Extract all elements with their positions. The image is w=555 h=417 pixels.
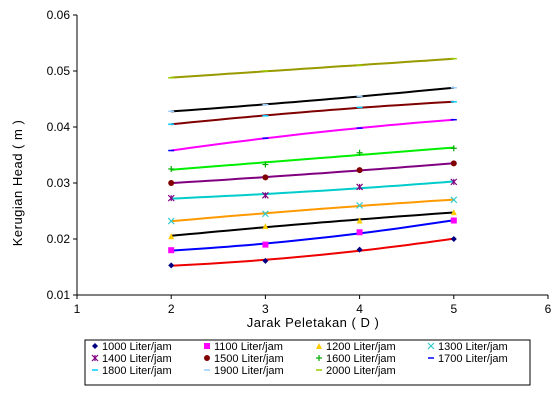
y-tick-label: 0.03 <box>47 176 71 190</box>
x-tick-label: 2 <box>168 302 175 316</box>
data-point <box>168 180 175 186</box>
legend-label: 1900 Liter/jam <box>214 365 284 377</box>
trendline <box>171 100 454 126</box>
data-point <box>450 209 457 216</box>
data-point <box>167 217 175 225</box>
y-tick-label: 0.02 <box>47 232 71 246</box>
plot-area <box>76 15 548 296</box>
data-point <box>262 174 269 181</box>
data-point <box>168 262 175 269</box>
y-tick-label: 0.01 <box>47 288 71 302</box>
data-point <box>168 247 175 254</box>
data-points <box>167 57 458 269</box>
legend-marker <box>204 343 210 349</box>
legend: 1000 Liter/jam 1100 Liter/jam 1200 Liter/j… <box>84 339 531 386</box>
y-axis: 0.01 0.02 0.03 0.04 0.05 0.06 <box>47 8 77 302</box>
legend-label: 1200 Liter/jam <box>326 341 396 353</box>
data-point <box>168 233 175 240</box>
trendline <box>171 146 454 171</box>
data-point <box>262 241 269 248</box>
trendline <box>171 118 454 152</box>
data-point <box>356 167 363 174</box>
legend-box <box>84 339 531 386</box>
legend-label: 2000 Liter/jam <box>326 365 396 377</box>
data-point <box>450 236 457 242</box>
data-point <box>167 194 175 202</box>
data-point <box>450 196 458 204</box>
x-tick-label: 1 <box>74 302 81 316</box>
legend-label: 1500 Liter/jam <box>214 353 284 365</box>
legend-marker <box>316 343 322 349</box>
legend-marker <box>204 355 210 361</box>
trendlines <box>171 57 454 267</box>
data-point <box>262 257 269 264</box>
y-tick-label: 0.05 <box>47 64 71 78</box>
x-axis-title: Jarak Peletakan ( D ) <box>247 315 380 330</box>
legend-label: 1100 Liter/jam <box>214 341 283 353</box>
data-point <box>262 223 269 230</box>
x-tick-label: 3 <box>262 302 269 316</box>
data-point <box>356 149 363 156</box>
legend-marker <box>91 354 99 362</box>
data-point <box>450 217 457 224</box>
legend-label: 1400 Liter/jam <box>102 353 172 365</box>
data-point <box>261 191 269 199</box>
trendline <box>171 162 454 185</box>
trendline <box>171 219 454 252</box>
data-point <box>356 229 363 236</box>
y-axis-title: Kerugian Head ( m ) <box>10 120 25 247</box>
x-tick-label: 5 <box>450 302 457 316</box>
legend-label: 1700 Liter/jam <box>438 353 508 365</box>
legend-marker <box>427 342 435 350</box>
legend-label: 1800 Liter/jam <box>102 365 172 377</box>
data-point <box>356 201 364 209</box>
legend-label: 1300 Liter/jam <box>438 341 508 353</box>
trendline <box>171 237 454 267</box>
legend-label: 1000 Liter/jam <box>102 341 172 353</box>
x-axis: 1 2 3 4 5 6 <box>74 295 552 316</box>
x-tick-label: 4 <box>356 302 363 316</box>
data-point <box>450 145 457 152</box>
legend-label: 1600 Liter/jam <box>326 353 396 365</box>
trendline <box>171 86 454 113</box>
trendline <box>171 211 454 237</box>
legend-marker <box>92 343 98 349</box>
trendline <box>171 180 454 200</box>
data-point <box>356 183 364 191</box>
legend-marker <box>316 355 322 361</box>
y-tick-label: 0.06 <box>47 8 71 22</box>
trendline <box>171 57 454 79</box>
data-point <box>261 210 269 218</box>
x-tick-label: 6 <box>545 302 552 316</box>
data-point <box>356 217 363 224</box>
data-point <box>450 160 457 167</box>
data-point <box>262 161 269 168</box>
data-point <box>356 246 363 253</box>
trendline <box>171 198 454 223</box>
data-point <box>168 166 175 172</box>
y-tick-label: 0.04 <box>47 120 71 134</box>
data-point <box>450 178 458 186</box>
